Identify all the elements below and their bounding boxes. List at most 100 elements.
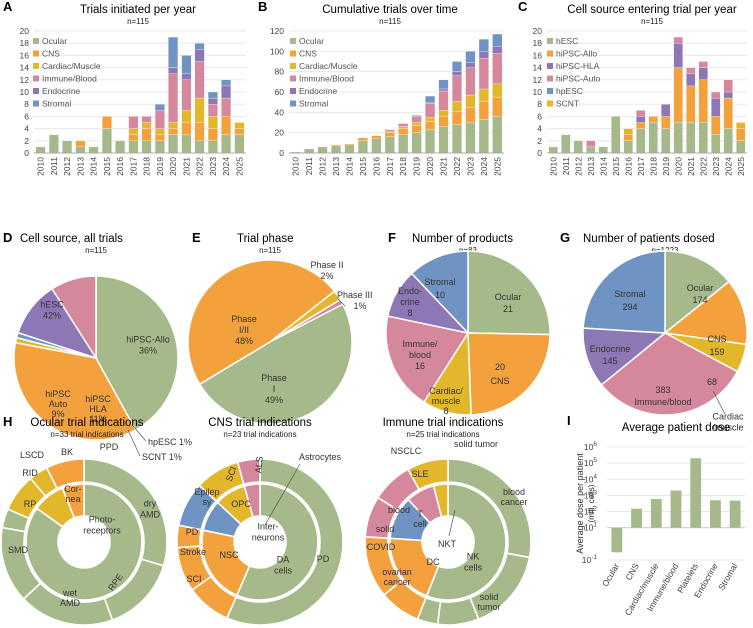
bar-segment: [438, 116, 449, 127]
x-tick-label: 2011: [49, 157, 59, 176]
bar-segment: [194, 61, 205, 99]
y-tick-label: 8: [537, 99, 542, 109]
slice-label: 9%: [51, 409, 64, 419]
x-tick-label: 2022: [195, 157, 205, 176]
bar-segment: [465, 67, 476, 96]
ring-label: PD: [186, 527, 199, 537]
bar-segment: [207, 97, 218, 105]
ring-label: blood: [388, 505, 410, 515]
bar-segment: [207, 140, 218, 154]
bar-segment: [221, 116, 232, 135]
legend: hESC hiPSC-Allo hiPSC-HLA hiPSC-Auto hpESC SC…: [547, 36, 601, 109]
pie-slice: [13, 341, 137, 441]
bar-segment: [698, 67, 708, 80]
x-tick-label: CNS: [623, 561, 641, 582]
bar-segment: [154, 140, 165, 154]
legend-swatch: [290, 38, 296, 44]
y-tick-exponent: 1: [593, 522, 597, 529]
ring-label: AMD: [140, 510, 161, 520]
bar-segment: [661, 128, 671, 154]
bar-segment: [661, 104, 671, 117]
x-tick-label: 2022: [452, 157, 462, 176]
inner-ring-segment: [25, 483, 143, 601]
bar-segment: [331, 145, 342, 154]
inner-ring-segment: [235, 483, 319, 601]
bar-segment: [661, 116, 671, 129]
legend-swatch: [547, 63, 553, 69]
x-tick-label: 2017: [128, 157, 138, 176]
bar-segment: [48, 134, 59, 154]
bar-segment: [168, 73, 179, 123]
slice-label: Endocrine: [590, 344, 631, 354]
y-tick-label: 104: [584, 473, 597, 484]
bar-segment: [736, 122, 746, 129]
chart-title: Average patient dose: [622, 422, 730, 434]
chart-subtitle: n=115: [85, 246, 107, 255]
y-tick-label: 4: [24, 124, 29, 134]
ring-label: cells: [274, 566, 293, 576]
chart-subtitle: n=25 trial indications: [406, 430, 479, 439]
bar-segment: [234, 122, 245, 129]
bar-segment: [371, 135, 382, 139]
bar-segment: [451, 111, 462, 125]
bar-segment: [207, 91, 218, 99]
chart-subtitle: n=23 trial indications: [223, 430, 296, 439]
y-tick-label: 0: [24, 148, 29, 158]
legend-swatch: [290, 63, 296, 69]
x-tick-label: 2022: [698, 157, 708, 176]
bar-segment: [221, 79, 232, 87]
bar-segment: [561, 134, 571, 154]
bar-segment: [141, 116, 152, 123]
bar-segment: [194, 122, 205, 141]
ring-label: cell: [413, 519, 427, 529]
ring-label: SCI: [224, 465, 239, 483]
bar-segment: [168, 67, 179, 74]
chart-C: C Cell source entering trial per yearn=11…: [518, 0, 747, 176]
legend-label: hiPSC-HLA: [556, 61, 600, 71]
slice-label: CNS: [490, 376, 509, 386]
bar-segment: [636, 128, 646, 154]
bar-segment: [154, 110, 165, 129]
bar-segment: [478, 58, 489, 90]
slice-label: 159: [709, 347, 724, 357]
bar-segment: [478, 51, 489, 59]
bar-segment: [371, 138, 382, 154]
ring-label: BK: [61, 447, 73, 457]
bar-segment: [168, 128, 179, 135]
x-tick-label: Ocular: [600, 561, 621, 588]
chart-title: Cell source entering trial per year: [567, 4, 737, 16]
y-tick-label: 103: [584, 489, 597, 500]
y-tick-label: 2: [24, 136, 29, 146]
x-tick-label: 2016: [623, 157, 633, 176]
legend: Ocular CNS Cardiac/Muscle Immune/Blood Endoc…: [290, 36, 358, 109]
panel-letter: D: [3, 230, 12, 245]
outer-ring-segment: [236, 458, 261, 486]
x-tick-label: 2015: [611, 157, 621, 176]
bar-segment: [181, 73, 192, 80]
ring-label: Cor-: [64, 484, 82, 494]
x-tick-label: 2021: [181, 157, 191, 176]
bar-segment: [673, 122, 683, 154]
bar-segment: [438, 90, 449, 111]
slice-label: Stromal: [614, 289, 645, 299]
bar-segment: [465, 107, 476, 123]
y-tick-label: 4: [537, 124, 542, 134]
legend-swatch: [290, 50, 296, 57]
bar-segment: [623, 140, 633, 154]
ring-label: dry: [144, 499, 157, 509]
slice-label: Phase II: [310, 260, 343, 270]
ring-label: SMD: [8, 545, 29, 555]
x-tick-label: 2018: [648, 157, 658, 176]
leader-line: [448, 509, 456, 537]
bar-segment: [234, 128, 245, 135]
bar-segment: [398, 126, 409, 129]
y-tick-exponent: 3: [593, 489, 597, 496]
bar-segment: [384, 136, 395, 154]
slice-label: blood: [409, 350, 431, 360]
bar-segment: [115, 140, 126, 154]
y-tick-label: 18: [20, 38, 30, 48]
bar-segment: [723, 128, 733, 154]
legend-label: Stromal: [42, 99, 71, 109]
bar-segment: [411, 115, 422, 117]
